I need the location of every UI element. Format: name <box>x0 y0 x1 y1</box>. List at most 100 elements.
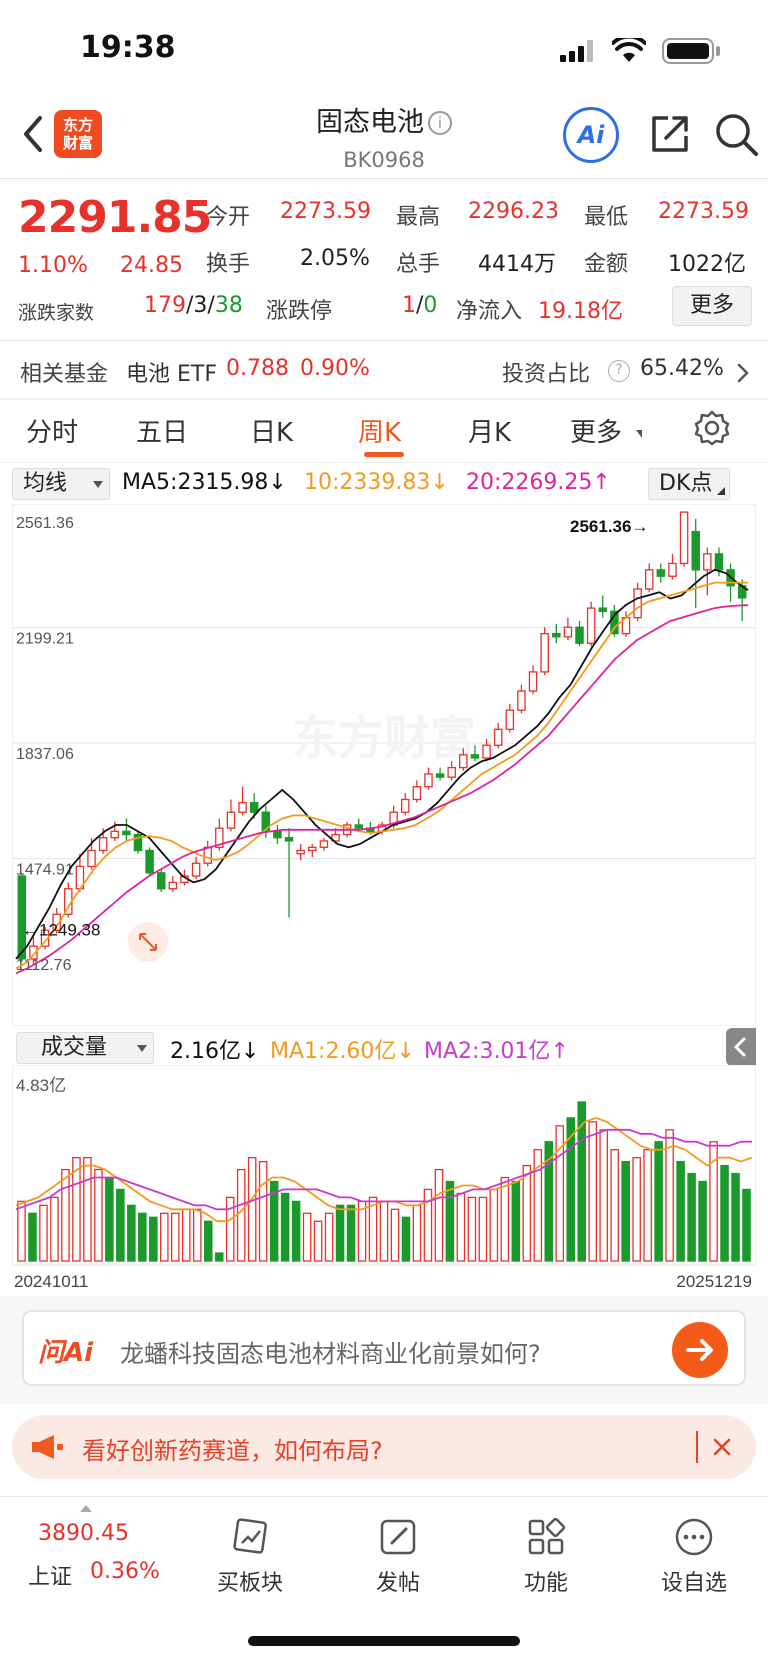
chart-frame <box>12 504 756 1026</box>
volume-bar <box>335 1204 345 1262</box>
sep-3: / <box>416 293 424 318</box>
ratio-label: 投资占比 <box>502 362 591 387</box>
add-watchlist-button[interactable]: 设自选 <box>634 1515 754 1597</box>
close-icon[interactable] <box>712 1437 732 1457</box>
vol-ma1-value: MA1:2.60亿 <box>270 1039 397 1064</box>
tab-monthly-k[interactable]: 月K <box>468 418 512 448</box>
ask-submit-button[interactable] <box>672 1322 728 1378</box>
ask-ai-brand: 问Ai <box>38 1338 94 1368</box>
volume-bar <box>588 1121 597 1262</box>
volume-bar <box>467 1196 477 1262</box>
page-title-text: 固态电池 <box>316 107 424 138</box>
candle-body <box>528 671 538 692</box>
volume-bar <box>676 1160 685 1262</box>
tab-weekly-k[interactable]: 周K <box>358 418 402 448</box>
tab-daily-k[interactable]: 日K <box>250 418 294 448</box>
ma-dropdown[interactable]: 均线 <box>12 468 110 500</box>
more-button[interactable]: 更多 <box>672 286 752 326</box>
tab-five-day[interactable]: 五日 <box>136 418 189 448</box>
volume-bar <box>61 1168 70 1262</box>
promo-text: 看好创新药赛道，如何布局? <box>82 1437 383 1465</box>
candle-body <box>331 833 340 842</box>
limit-value: 1/0 <box>402 293 437 318</box>
candle-body <box>296 849 305 855</box>
volume-bar <box>116 1188 125 1262</box>
volume-dropdown[interactable]: 成交量 <box>16 1032 154 1064</box>
volume-bar <box>577 1101 587 1262</box>
add-watchlist-label: 设自选 <box>660 1571 727 1596</box>
app-logo: 东方 财富 <box>54 110 102 158</box>
search-icon[interactable] <box>712 110 760 158</box>
sep-2: / <box>207 293 215 318</box>
amount-value: 1022亿 <box>668 252 746 277</box>
volume-bar <box>258 1160 268 1262</box>
vol-ma1-arrow: ↓ <box>396 1039 415 1064</box>
candle-body <box>552 632 561 638</box>
expand-caret-icon[interactable] <box>80 1505 92 1512</box>
ma10-arrow: ↓ <box>430 470 449 495</box>
related-fund-row[interactable]: 相关基金 电池 ETF 0.788 0.90% 投资占比 ? 65.42% <box>0 342 768 398</box>
candle-body <box>644 569 654 590</box>
candle-body <box>633 588 642 619</box>
buy-sector-button[interactable]: 买板块 <box>190 1515 310 1597</box>
fund-name: 电池 ETF <box>126 362 217 387</box>
vol-ma2-value: MA2:3.01亿 <box>424 1039 551 1064</box>
megaphone-icon <box>32 1435 63 1459</box>
inflow-label: 净流入 <box>456 299 523 324</box>
volume-bar <box>302 1212 312 1262</box>
volume-bar <box>50 1196 59 1262</box>
info-icon[interactable]: i <box>428 111 452 135</box>
ma20-arrow: ↑ <box>592 470 611 495</box>
candle-body <box>703 553 712 571</box>
breadth-value: 179/3/38 <box>144 293 243 318</box>
chevron-left-icon <box>733 1037 746 1057</box>
volume-bar <box>214 1252 224 1262</box>
ask-ai-input[interactable]: 问Ai 龙蟠科技固态电池材料商业化前景如何? <box>22 1310 746 1386</box>
dropdown-caret <box>137 1045 147 1052</box>
volume-bar <box>742 1188 751 1262</box>
volume-arrow: ↓ <box>241 1039 260 1064</box>
volume-bar <box>555 1125 565 1262</box>
collapse-panel-button[interactable] <box>726 1028 756 1066</box>
open-value: 2273.59 <box>280 199 371 224</box>
divider <box>0 462 768 463</box>
tab-more-caret <box>636 430 642 438</box>
tab-more[interactable]: 更多 <box>570 418 623 448</box>
post-label: 发帖 <box>375 1571 420 1596</box>
y-axis-label: 2561.36 <box>16 515 74 532</box>
volume-bar <box>17 1200 26 1262</box>
candle-body <box>168 881 178 890</box>
share-icon[interactable] <box>648 112 692 156</box>
volume-bar <box>423 1188 433 1262</box>
sep-1: / <box>186 293 194 318</box>
volume-bar <box>533 1149 543 1262</box>
functions-button[interactable]: 功能 <box>486 1515 606 1597</box>
ma10-line <box>15 581 748 970</box>
candle-body <box>354 824 364 829</box>
volume-bar <box>324 1212 334 1262</box>
candle-body <box>482 744 491 759</box>
limit-down: 0 <box>423 293 438 318</box>
volume-bar <box>390 1208 400 1262</box>
tab-intraday[interactable]: 分时 <box>26 418 79 448</box>
ma5-readout: MA5:2315.98↓ <box>122 470 287 495</box>
volume-bar <box>720 1164 729 1262</box>
post-button[interactable]: 发帖 <box>338 1515 458 1597</box>
volume-chart[interactable]: 4.83亿 20241011 20251219 <box>12 1065 756 1301</box>
candle-body <box>459 754 468 769</box>
volume-bar <box>654 1141 663 1262</box>
volume-readout: 2.16亿↓ <box>170 1033 259 1065</box>
promo-banner[interactable]: 看好创新药赛道，如何布局? <box>12 1415 756 1479</box>
ask-ai-placeholder: 龙蟠科技固态电池材料商业化前景如何? <box>120 1340 541 1368</box>
help-icon[interactable]: ? <box>608 360 630 382</box>
settings-gear-icon[interactable] <box>694 410 730 446</box>
ai-button[interactable]: Ai <box>563 107 619 163</box>
ma5-value: MA5:2315.98 <box>122 470 269 495</box>
change-value: 24.85 <box>120 253 183 278</box>
dk-point-button[interactable]: DK点 <box>648 468 730 500</box>
kline-chart[interactable]: 2561.36 2199.21 1837.06 1474.91 1112.76 东方财富 2… <box>12 504 756 1026</box>
volume-bar <box>192 1208 202 1262</box>
candle-body <box>412 786 422 801</box>
back-arrow-icon[interactable] <box>18 112 48 156</box>
ma-dropdown-label: 均线 <box>23 471 68 496</box>
